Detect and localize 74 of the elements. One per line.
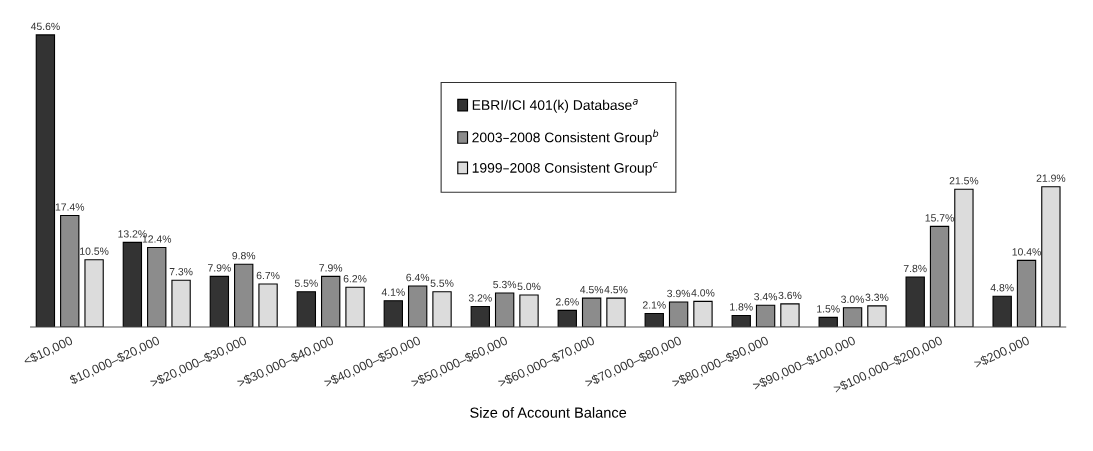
data-label: 6.7% xyxy=(256,271,280,280)
data-label: 7.3% xyxy=(169,268,193,276)
bar xyxy=(320,275,341,327)
data-label: 4.0% xyxy=(691,289,715,297)
bar xyxy=(1041,186,1061,327)
bar xyxy=(644,312,664,327)
data-label: 3.4% xyxy=(754,292,778,301)
bar xyxy=(731,314,751,327)
legend-label: EBRI/ICI 401(k) Database$^{a}$ xyxy=(472,99,638,113)
data-label: 3.3% xyxy=(865,293,889,301)
bar xyxy=(1016,259,1037,327)
bar xyxy=(668,301,689,327)
bar xyxy=(35,34,56,327)
data-label: 3.9% xyxy=(667,289,691,298)
bar xyxy=(147,246,167,327)
data-label: 5.5% xyxy=(294,279,318,287)
data-label: 3.2% xyxy=(468,294,492,302)
data-label: 7.9% xyxy=(319,264,343,272)
data-label: 10.4% xyxy=(1012,248,1041,256)
data-label: 21.5% xyxy=(949,177,979,185)
bar xyxy=(209,275,230,327)
data-label: 1.5% xyxy=(817,305,840,313)
bar xyxy=(818,316,838,327)
bar xyxy=(992,295,1012,327)
bar xyxy=(557,309,577,327)
bar xyxy=(470,305,490,327)
bar xyxy=(122,241,143,327)
bar xyxy=(905,276,925,327)
legend-label: 2003–2008 Consistent Group$^{b}$ xyxy=(472,129,659,146)
bar xyxy=(296,291,317,327)
data-label: 7.8% xyxy=(903,264,927,273)
bar xyxy=(867,305,887,327)
data-label: 4.5% xyxy=(580,285,604,294)
bar xyxy=(606,297,626,327)
data-label: 21.9% xyxy=(1036,174,1066,182)
bar xyxy=(432,291,452,327)
data-label: 7.9% xyxy=(208,264,231,272)
bar xyxy=(581,297,602,327)
data-label: 3.0% xyxy=(841,295,865,303)
data-label: 5.3% xyxy=(493,280,517,289)
bar xyxy=(407,285,428,327)
data-label: 1.8% xyxy=(730,303,753,311)
legend-label: 1999–2008 Consistent Group$^{c}$ xyxy=(472,161,658,176)
data-label: 6.4% xyxy=(406,273,430,282)
bar xyxy=(60,214,80,327)
data-label: 4.8% xyxy=(990,284,1014,292)
bar xyxy=(234,263,254,327)
data-label: 2.6% xyxy=(555,298,579,306)
bar xyxy=(258,283,278,327)
bar xyxy=(842,307,863,327)
data-label: 9.8% xyxy=(232,251,256,260)
data-label: 2.1% xyxy=(642,301,666,309)
bar xyxy=(383,300,404,327)
bar xyxy=(693,300,713,327)
bar xyxy=(84,259,104,327)
data-label: 15.7% xyxy=(925,214,954,222)
data-label: 4.5% xyxy=(604,285,628,294)
data-label: 4.1% xyxy=(381,288,405,296)
x-axis-title: Size of Account Balance xyxy=(470,407,627,418)
data-label: 17.4% xyxy=(55,203,85,211)
bar xyxy=(345,286,365,327)
bar xyxy=(929,225,950,327)
data-label: 45.6% xyxy=(30,22,60,31)
data-label: 5.0% xyxy=(517,282,541,291)
data-label: 10.5% xyxy=(80,247,109,255)
data-label: 5.5% xyxy=(430,279,454,287)
bar xyxy=(755,304,776,327)
bar xyxy=(780,303,800,327)
data-label: 3.6% xyxy=(778,291,802,300)
bar xyxy=(954,188,974,327)
data-label: 6.2% xyxy=(343,275,367,283)
bar xyxy=(519,294,539,327)
bar xyxy=(171,279,191,327)
bar xyxy=(494,292,515,327)
